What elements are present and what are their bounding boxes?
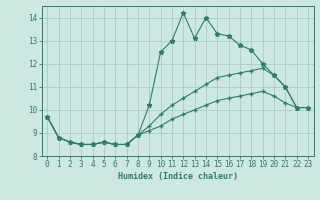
X-axis label: Humidex (Indice chaleur): Humidex (Indice chaleur) [118, 172, 237, 181]
